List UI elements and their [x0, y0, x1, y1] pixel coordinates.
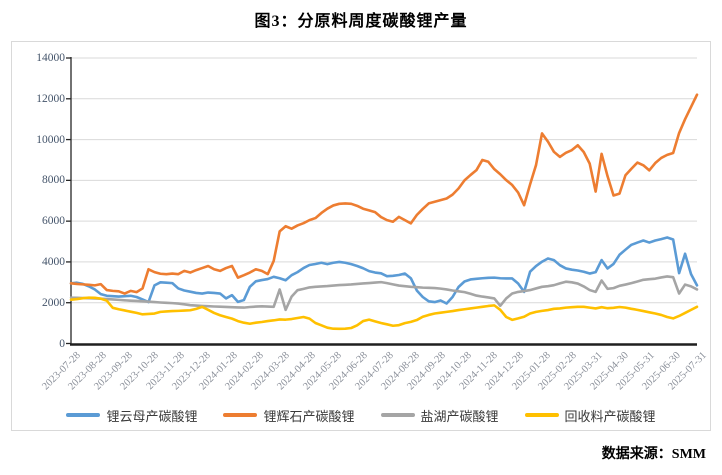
series-line-3	[69, 296, 699, 331]
legend-label: 回收料产碳酸锂	[564, 408, 656, 424]
legend-line-swatch	[223, 413, 258, 417]
data-source: 数据来源：SMM	[601, 447, 706, 462]
y-tick-label: 10000	[36, 133, 65, 146]
y-tick-label: 4000	[42, 255, 65, 268]
legend-item: 锂云母产碳酸锂	[66, 406, 197, 425]
legend-line-swatch	[380, 413, 415, 417]
figure-title: 图3：分原料周度碳酸锂产量	[254, 13, 468, 30]
legend-item: 回收料产碳酸锂	[524, 406, 656, 425]
y-tick-label: 12000	[36, 92, 65, 105]
legend-line-swatch	[524, 413, 559, 417]
series-line-1	[69, 93, 699, 295]
series-line-0	[69, 236, 699, 305]
y-tick-label: 14000	[36, 52, 65, 64]
chart-legend: 锂云母产碳酸锂 锂辉石产碳酸锂 盐湖产碳酸锂 回收料产碳酸锂	[11, 404, 711, 426]
legend-label: 盐湖产碳酸锂	[420, 408, 499, 424]
chart-panel	[11, 41, 711, 431]
legend-item: 锂辉石产碳酸锂	[223, 406, 355, 425]
y-tick-label: 2000	[42, 296, 65, 309]
series-line-2	[69, 275, 699, 312]
legend-item: 盐湖产碳酸锂	[380, 406, 499, 425]
legend-line-swatch	[66, 413, 101, 417]
legend-label: 锂辉石产碳酸锂	[263, 408, 355, 424]
y-tick-label: 0	[59, 337, 65, 350]
legend-label: 锂云母产碳酸锂	[106, 408, 198, 424]
y-tick-label: 6000	[42, 215, 65, 228]
y-tick-label: 8000	[42, 174, 65, 187]
